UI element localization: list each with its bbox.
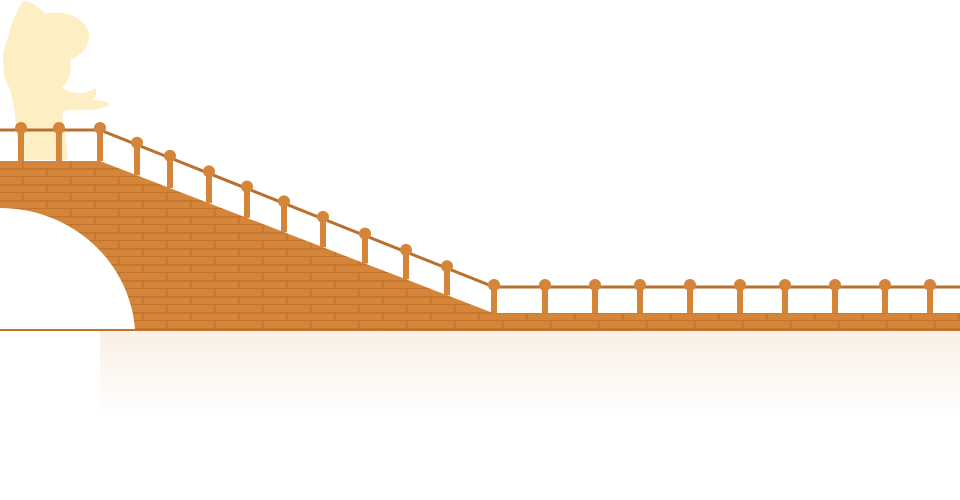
post-knob [879, 279, 891, 291]
railing-post [542, 285, 548, 313]
post-knob [779, 279, 791, 291]
post-knob [15, 122, 27, 134]
post-knob [488, 279, 500, 291]
post-knob [278, 195, 290, 208]
railing-post [637, 285, 643, 313]
railing-post [18, 128, 24, 161]
deck-edge [0, 329, 960, 331]
railing-post [403, 249, 409, 280]
railing-post [281, 201, 287, 233]
railing-post [444, 266, 450, 296]
character-silhouette [2, 1, 110, 161]
bridge-deck [0, 161, 960, 330]
post-knob [131, 136, 143, 149]
post-knob [53, 122, 65, 134]
post-knob [589, 279, 601, 291]
railing-post [687, 285, 693, 313]
railing-post [927, 285, 933, 313]
railing-post [134, 142, 140, 176]
railing-post [592, 285, 598, 313]
railing-post [244, 186, 250, 218]
post-knob [164, 149, 176, 162]
railing-post [491, 285, 497, 313]
railing-post [97, 128, 103, 161]
railing-post [832, 285, 838, 313]
post-knob [634, 279, 646, 291]
post-knob [829, 279, 841, 291]
railing-post [167, 155, 173, 189]
handrail [0, 128, 960, 289]
post-knob [684, 279, 696, 291]
railing-post [782, 285, 788, 313]
post-knob [241, 180, 253, 193]
post-knob [400, 243, 412, 256]
railing-post [737, 285, 743, 313]
post-knob [539, 279, 551, 291]
bridge-reflection [100, 331, 960, 420]
post-knob [734, 279, 746, 291]
post-knob [924, 279, 936, 291]
post-knob [94, 122, 106, 134]
railing-post [56, 128, 62, 161]
railing-post [320, 216, 326, 248]
post-knob [441, 260, 453, 273]
post-knob [359, 227, 371, 240]
railing [0, 122, 960, 313]
post-knob [203, 165, 215, 178]
railing-post [882, 285, 888, 313]
railing-post [362, 233, 368, 264]
post-knob [317, 210, 329, 223]
railing-post [206, 171, 212, 204]
